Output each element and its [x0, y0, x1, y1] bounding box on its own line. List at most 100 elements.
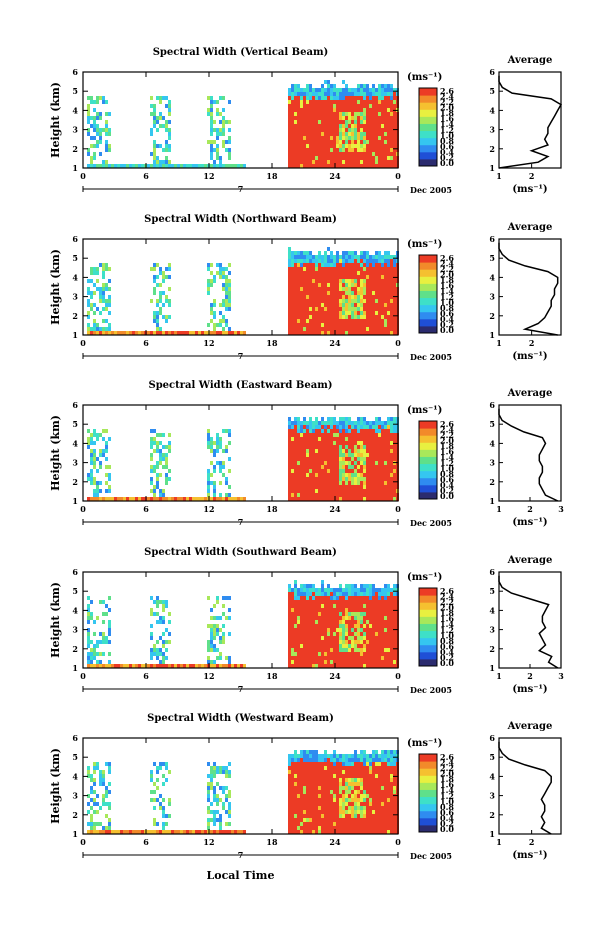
heatmap-cell [297, 267, 300, 271]
heatmap-cell [324, 152, 327, 156]
profile-y-tick-label: 1 [489, 496, 495, 506]
colorbar-segment [419, 428, 437, 436]
heatmap-cell [222, 449, 225, 453]
heatmap-cell [213, 616, 216, 620]
heatmap-cell [327, 88, 330, 92]
heatmap-cell [333, 461, 336, 465]
heatmap-cell [300, 295, 303, 299]
heatmap-cell [294, 497, 297, 501]
heatmap-cell [327, 786, 330, 790]
heatmap-cell [105, 144, 108, 148]
heatmap-cell [348, 608, 351, 612]
heatmap-cell [303, 437, 306, 441]
heatmap-cell [159, 160, 162, 164]
heatmap-cell [330, 88, 333, 92]
heatmap-cell [327, 656, 330, 660]
heatmap-cell [381, 592, 384, 596]
heatmap-cell [108, 331, 111, 335]
heatmap-cell [360, 441, 363, 445]
heatmap-cell [372, 96, 375, 100]
heatmap-cell [351, 88, 354, 92]
heatmap-cell [315, 612, 318, 616]
heatmap-cell [387, 600, 390, 604]
heatmap-cell [366, 287, 369, 291]
heatmap-cell [291, 754, 294, 758]
heatmap-cell [300, 283, 303, 287]
heatmap-cell [378, 489, 381, 493]
heatmap-cell [162, 275, 165, 279]
heatmap-cell [372, 120, 375, 124]
heatmap-cell [216, 128, 219, 132]
heatmap-cell [345, 263, 348, 267]
heatmap-cell [378, 441, 381, 445]
heatmap-cell [357, 628, 360, 632]
heatmap-cell [180, 331, 183, 335]
heatmap-cell [303, 473, 306, 477]
heatmap-cell [87, 656, 90, 660]
heatmap-cell [351, 108, 354, 112]
heatmap-cell [354, 485, 357, 489]
heatmap-cell [291, 493, 294, 497]
heatmap-cell [384, 612, 387, 616]
heatmap-cell [351, 311, 354, 315]
heatmap-cell [309, 636, 312, 640]
heatmap-cell [324, 425, 327, 429]
heatmap-cell [351, 592, 354, 596]
heatmap-cell [390, 437, 393, 441]
heatmap-cell [366, 461, 369, 465]
heatmap-cell [315, 100, 318, 104]
heatmap-cell [366, 433, 369, 437]
heatmap-cell [345, 299, 348, 303]
heatmap-cell [333, 592, 336, 596]
heatmap-cell [381, 437, 384, 441]
heatmap-cell [309, 652, 312, 656]
heatmap-cell [387, 421, 390, 425]
heatmap-cell [369, 493, 372, 497]
heatmap-cell [381, 120, 384, 124]
heatmap-cell [342, 770, 345, 774]
heatmap-cell [360, 620, 363, 624]
heatmap-cell [228, 327, 231, 331]
heatmap-cell [342, 453, 345, 457]
heatmap-cell [315, 116, 318, 120]
heatmap-cell [309, 604, 312, 608]
heatmap-cell [216, 263, 219, 267]
heatmap-cell [168, 287, 171, 291]
heatmap-cell [318, 327, 321, 331]
heatmap-cell [330, 461, 333, 465]
heatmap-cell [369, 104, 372, 108]
heatmap-cell [366, 592, 369, 596]
heatmap-cell [303, 112, 306, 116]
heatmap-cell [93, 766, 96, 770]
heatmap-cell [372, 441, 375, 445]
heatmap-cell [213, 140, 216, 144]
heatmap-cell [318, 465, 321, 469]
heatmap-cell [291, 323, 294, 327]
heatmap-cell [87, 164, 90, 168]
heatmap-cell [369, 453, 372, 457]
heatmap-cell [360, 652, 363, 656]
heatmap-cell [108, 287, 111, 291]
heatmap-cell [210, 303, 213, 307]
heatmap-cell [351, 319, 354, 323]
heatmap-cell [351, 327, 354, 331]
heatmap-cell [339, 323, 342, 327]
heatmap-cell [342, 481, 345, 485]
heatmap-cell [315, 303, 318, 307]
heatmap-cell [387, 104, 390, 108]
heatmap-cell [339, 295, 342, 299]
heatmap-cell [297, 600, 300, 604]
heatmap-cell [336, 453, 339, 457]
heatmap-cell [387, 429, 390, 433]
heatmap-cell [330, 762, 333, 766]
heatmap-cell [351, 307, 354, 311]
heatmap-cell [318, 331, 321, 335]
heatmap-cell [342, 156, 345, 160]
heatmap-cell [366, 148, 369, 152]
heatmap-cell [156, 798, 159, 802]
heatmap-cell [384, 660, 387, 664]
heatmap-cell [387, 331, 390, 335]
heatmap-cell [318, 445, 321, 449]
heatmap-cell [393, 632, 396, 636]
heatmap-cell [303, 485, 306, 489]
